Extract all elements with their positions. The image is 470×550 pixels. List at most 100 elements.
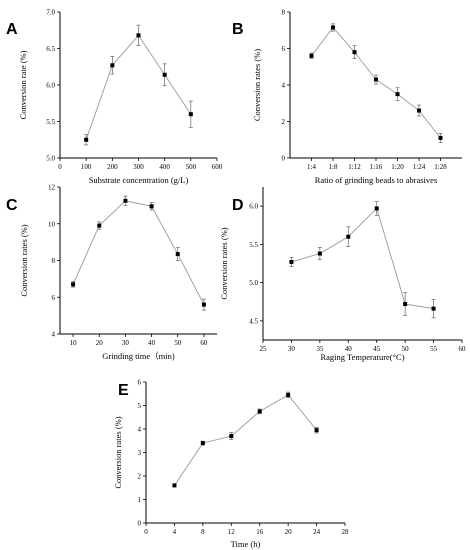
x-tick-label: 8 bbox=[201, 528, 205, 536]
data-point bbox=[136, 33, 141, 38]
data-point bbox=[374, 206, 379, 211]
data-point bbox=[123, 198, 128, 203]
data-point bbox=[289, 259, 294, 264]
y-axis-title: Conversion rate (%) bbox=[18, 50, 28, 119]
data-point bbox=[417, 108, 421, 113]
y-tick-label: 6.0 bbox=[46, 82, 55, 90]
x-tick-label: 25 bbox=[260, 345, 268, 353]
panel-b: B 1:4 1:8 1:12 1:16 1:20 1:24 1:28 0 2 4 6 8 Ratio of… bbox=[232, 9, 462, 185]
y-axis-title: Conversion rates (%) bbox=[219, 227, 229, 299]
y-tick-label: 6.0 bbox=[249, 203, 258, 211]
x-tick-label: 4 bbox=[173, 528, 177, 536]
y-tick-label: 5.0 bbox=[46, 155, 55, 163]
data-point bbox=[438, 135, 443, 140]
data-point bbox=[175, 252, 180, 257]
x-tick-label: 1:28 bbox=[434, 163, 447, 171]
x-tick-label: 28 bbox=[342, 528, 350, 536]
y-tick-label: 4 bbox=[282, 82, 286, 90]
x-tick-label: 16 bbox=[256, 528, 264, 536]
x-tick-label: 40 bbox=[345, 345, 353, 353]
x-tick-label: 60 bbox=[200, 339, 208, 347]
y-tick-label: 6 bbox=[282, 45, 286, 53]
data-point bbox=[257, 409, 262, 414]
y-tick-label: 10 bbox=[48, 220, 56, 228]
series-line bbox=[174, 394, 317, 486]
data-point bbox=[201, 302, 206, 307]
data-point bbox=[331, 25, 335, 30]
y-axis-title: Conversion rates (%) bbox=[252, 49, 262, 121]
x-axis-title: Time (h) bbox=[231, 539, 261, 549]
x-tick-label: 1:16 bbox=[370, 163, 383, 171]
data-point bbox=[314, 428, 319, 433]
y-tick-label: 0 bbox=[138, 520, 142, 528]
x-tick-label: 50 bbox=[174, 339, 182, 347]
x-tick-label: 10 bbox=[70, 339, 78, 347]
data-point bbox=[188, 112, 193, 117]
panel-letter: E bbox=[118, 382, 129, 399]
panel-letter: B bbox=[232, 21, 244, 38]
x-tick-label: 30 bbox=[288, 345, 296, 353]
y-tick-label: 4.5 bbox=[249, 317, 258, 325]
y-tick-label: 2 bbox=[138, 473, 142, 481]
x-tick-label: 100 bbox=[81, 163, 92, 171]
panel-d: D 25 30 35 40 45 50 55 60 4.5 5.0 5.5 6.0 Raging Temp… bbox=[219, 187, 466, 362]
y-tick-label: 4 bbox=[52, 331, 56, 339]
y-tick-label: 5.0 bbox=[249, 279, 258, 287]
series-line bbox=[85, 34, 192, 140]
y-tick-label: 5 bbox=[138, 402, 142, 410]
x-tick-label: 45 bbox=[373, 345, 381, 353]
panel-a: A 0 100 200 300 400 500 600 5.0 5.5 6.0 6.5 7.0 Subst… bbox=[6, 9, 223, 186]
x-tick-label: 30 bbox=[122, 339, 130, 347]
x-tick-label: 20 bbox=[285, 528, 293, 536]
x-tick-label: 50 bbox=[402, 345, 410, 353]
y-tick-label: 6 bbox=[52, 294, 56, 302]
x-tick-label: 60 bbox=[459, 345, 467, 353]
data-point bbox=[395, 92, 400, 97]
panel-c: C 10 20 30 40 50 60 4 6 8 10 12 Grinding time（min) Co… bbox=[6, 184, 217, 361]
x-tick-label: 200 bbox=[107, 163, 118, 171]
series-line bbox=[291, 207, 434, 310]
x-tick-label: 600 bbox=[212, 163, 223, 171]
x-tick-label: 1:4 bbox=[307, 163, 316, 171]
panel-letter: C bbox=[6, 197, 18, 214]
x-tick-label: 500 bbox=[186, 163, 197, 171]
y-axis-title: Conversion rates (%) bbox=[113, 416, 123, 488]
x-tick-label: 400 bbox=[159, 163, 170, 171]
x-tick-label: 24 bbox=[313, 528, 321, 536]
data-point bbox=[110, 63, 115, 68]
data-point bbox=[403, 302, 408, 307]
y-tick-label: 5.5 bbox=[46, 118, 55, 126]
x-tick-label: 0 bbox=[144, 528, 148, 536]
y-tick-label: 3 bbox=[138, 449, 142, 457]
data-point bbox=[286, 392, 291, 397]
panel-letter: D bbox=[232, 197, 244, 214]
data-point bbox=[352, 50, 357, 55]
x-tick-label: 40 bbox=[148, 339, 156, 347]
x-tick-label: 55 bbox=[430, 345, 438, 353]
data-point bbox=[172, 483, 177, 488]
x-tick-label: 35 bbox=[316, 345, 324, 353]
data-point bbox=[97, 223, 102, 228]
x-tick-label: 12 bbox=[228, 528, 236, 536]
y-tick-label: 2 bbox=[282, 118, 286, 126]
data-point bbox=[71, 282, 76, 287]
y-tick-label: 5.5 bbox=[249, 241, 258, 249]
x-tick-label: 1:20 bbox=[391, 163, 404, 171]
y-tick-label: 6.5 bbox=[46, 45, 55, 53]
x-axis-title: Grinding time（min) bbox=[102, 351, 175, 361]
data-point bbox=[317, 251, 322, 256]
x-tick-label: 300 bbox=[133, 163, 144, 171]
y-tick-label: 0 bbox=[282, 155, 286, 163]
x-tick-label: 1:8 bbox=[329, 163, 338, 171]
x-axis-title: Raging Temperature(°C) bbox=[320, 352, 404, 362]
x-axis-title: Substrate concentration (g/L) bbox=[89, 175, 189, 185]
x-tick-label: 20 bbox=[96, 339, 104, 347]
x-axis-title: Ratio of grinding beads to abrasives bbox=[315, 175, 438, 185]
data-point bbox=[200, 441, 205, 446]
y-axis-title: Conversion rates (%) bbox=[19, 224, 29, 296]
x-tick-label: 1:24 bbox=[413, 163, 426, 171]
y-tick-label: 1 bbox=[138, 496, 142, 504]
data-point bbox=[149, 204, 154, 209]
